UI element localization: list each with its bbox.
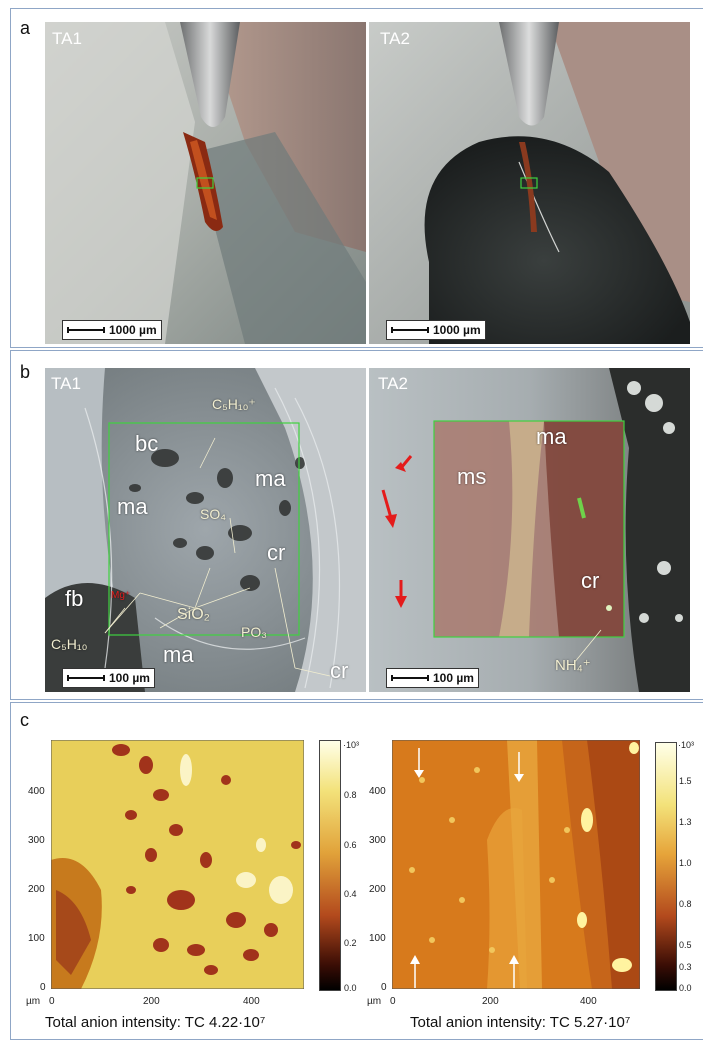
optical-micrograph-ta1 xyxy=(45,368,366,692)
panel-b-border xyxy=(10,350,703,700)
right-colorbar-tick-0.5: 0.5 xyxy=(679,940,692,950)
left-y-tick-200: 200 xyxy=(28,884,45,895)
annotation-cr: cr xyxy=(581,568,600,593)
panel-b-left-photo: TA1 C₅H₁₀⁺ bc ma ma SO₄ cr fb Mg⁺ SiO₂ C… xyxy=(45,368,366,692)
right-unit: µm xyxy=(367,996,382,1007)
panel-c-letter: c xyxy=(20,710,29,730)
scalebar-line xyxy=(67,675,105,681)
panel-a-right-label: TA2 xyxy=(380,29,410,48)
annotation-so4: SO₄ xyxy=(200,506,226,522)
scalebar-text: 1000 µm xyxy=(433,323,481,337)
left-y-tick-100: 100 xyxy=(28,933,45,944)
annotation-cr-lower: cr xyxy=(330,658,349,683)
left-unit: µm xyxy=(26,996,41,1007)
right-x-tick-0: 0 xyxy=(390,996,396,1007)
right-colorbar-tick-1.5: 1.5 xyxy=(679,776,692,786)
right-y-tick-300: 300 xyxy=(369,835,386,846)
annotation-ma-bottom: ma xyxy=(163,642,194,667)
right-colorbar-tick-0.3: 0.3 xyxy=(679,962,692,972)
left-y-tick-0: 0 xyxy=(40,982,46,993)
right-x-tick-200: 200 xyxy=(482,996,499,1007)
panel-b-right-label: TA2 xyxy=(378,374,408,393)
panel-c-border xyxy=(10,702,703,1040)
left-colorbar-tick-0.0: 0.0 xyxy=(344,983,357,993)
scalebar-line xyxy=(391,327,429,333)
annotation-po3: PO₃ xyxy=(241,624,267,640)
left-y-tick-300: 300 xyxy=(28,835,45,846)
right-y-tick-200: 200 xyxy=(369,884,386,895)
right-colorbar-tick-scale: ·10³ xyxy=(678,740,695,750)
annotation-ma-right: ma xyxy=(255,466,286,491)
tof-sims-map-ta1 xyxy=(50,739,305,990)
annotation-nh4: NH₄⁺ xyxy=(555,657,591,674)
left-x-tick-200: 200 xyxy=(143,996,160,1007)
annotation-c5h10-bottom: C₅H₁₀ xyxy=(51,636,88,652)
panel-a-border xyxy=(10,8,703,348)
annotation-ms: ms xyxy=(457,464,487,489)
right-y-tick-100: 100 xyxy=(369,933,386,944)
left-colorbar xyxy=(319,740,341,991)
annotation-ma-left: ma xyxy=(117,494,148,519)
scalebar-text: 100 µm xyxy=(433,671,474,685)
right-colorbar-tick-0.8: 0.8 xyxy=(679,899,692,909)
panel-c-right-map xyxy=(391,739,641,990)
annotation-ma: ma xyxy=(536,424,567,449)
annotation-fb: fb xyxy=(65,586,84,611)
panel-b-left-scalebar: 100 µm xyxy=(62,668,155,688)
tof-sims-map-ta2 xyxy=(391,739,641,990)
panel-a-left-label: TA1 xyxy=(52,29,82,48)
right-x-tick-400: 400 xyxy=(580,996,597,1007)
scalebar-line xyxy=(391,675,429,681)
left-colorbar-tick-0.4: 0.4 xyxy=(344,889,357,899)
left-colorbar-tick-0.8: 0.8 xyxy=(344,790,357,800)
panel-c-left-map xyxy=(50,739,305,990)
left-y-tick-400: 400 xyxy=(28,786,45,797)
annotation-sio2: SiO₂ xyxy=(177,606,210,623)
panel-b-right-photo: TA2 ms ma cr NH₄⁺ 100 µm xyxy=(369,368,690,692)
scalebar-text: 1000 µm xyxy=(109,323,157,337)
panel-a-right-scalebar: 1000 µm xyxy=(386,320,486,340)
right-y-tick-0: 0 xyxy=(381,982,387,993)
optical-micrograph-ta2 xyxy=(369,368,690,692)
panel-a-right-photo: TA2 1000 µm xyxy=(369,22,690,344)
left-caption: Total anion intensity: TC 4.22·10⁷ xyxy=(45,1014,266,1031)
right-y-tick-400: 400 xyxy=(369,786,386,797)
scalebar-text: 100 µm xyxy=(109,671,150,685)
panel-b-right-scalebar: 100 µm xyxy=(386,668,479,688)
scalebar-line xyxy=(67,327,105,333)
panel-a-left-photo: TA1 1000 µm xyxy=(45,22,366,344)
right-caption: Total anion intensity: TC 5.27·10⁷ xyxy=(410,1014,631,1031)
left-colorbar-tick-0.2: 0.2 xyxy=(344,938,357,948)
annotation-c5h10-top: C₅H₁₀⁺ xyxy=(212,396,256,412)
left-colorbar-tick-scale: ·10³ xyxy=(343,740,360,750)
annotation-mg: Mg⁺ xyxy=(111,590,131,601)
panel-b-letter: b xyxy=(20,362,31,382)
left-x-tick-400: 400 xyxy=(243,996,260,1007)
right-colorbar xyxy=(655,742,677,991)
panel-a-letter: a xyxy=(20,18,31,38)
panel-a-left-scalebar: 1000 µm xyxy=(62,320,162,340)
right-colorbar-tick-1.3: 1.3 xyxy=(679,817,692,827)
stereo-micrograph-ta1 xyxy=(45,22,366,344)
right-colorbar-tick-1.0: 1.0 xyxy=(679,858,692,868)
right-colorbar-tick-0.0: 0.0 xyxy=(679,983,692,993)
left-x-tick-0: 0 xyxy=(49,996,55,1007)
annotation-cr-upper: cr xyxy=(267,540,286,565)
annotation-bc: bc xyxy=(135,431,159,456)
left-colorbar-tick-0.6: 0.6 xyxy=(344,840,357,850)
stereo-micrograph-ta2 xyxy=(369,22,690,344)
panel-b-left-label: TA1 xyxy=(51,374,81,393)
